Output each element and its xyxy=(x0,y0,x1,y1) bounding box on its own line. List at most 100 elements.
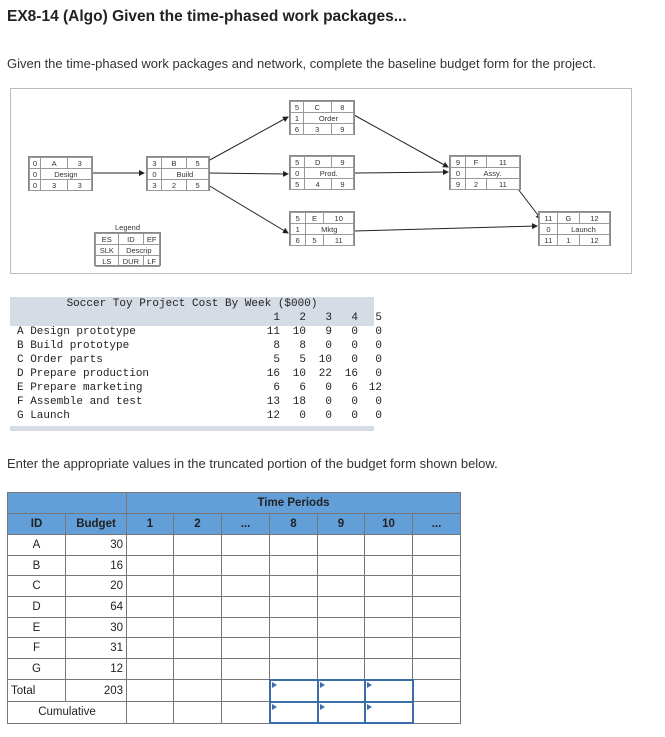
cumulative-row: Cumulative xyxy=(7,700,461,725)
legend-title: Legend xyxy=(114,223,141,232)
legend-ef: EF xyxy=(143,233,160,245)
period-cell xyxy=(173,596,222,618)
node-ef: 3 xyxy=(67,157,92,169)
node-es: 0 xyxy=(29,157,41,169)
node-id: G xyxy=(556,212,580,224)
node-dur: 2 xyxy=(160,179,188,191)
period-cell xyxy=(126,596,174,618)
row-id: E xyxy=(7,616,66,639)
cumulative-input-period-8[interactable] xyxy=(268,700,319,725)
node-es: 3 xyxy=(147,157,162,169)
arrow-b-d xyxy=(207,170,289,177)
activity-label: B Build prototype xyxy=(17,340,130,352)
legend-id: ID xyxy=(117,233,145,245)
budget-row: F 31 xyxy=(7,637,461,660)
week-header: 3 xyxy=(325,312,332,324)
cost-value: 5 xyxy=(273,354,280,366)
cost-row: C Order parts 5 5 10 0 0 xyxy=(10,354,382,368)
activity-label: A Design prototype xyxy=(17,326,136,338)
node-id: E xyxy=(304,212,325,224)
total-input-period-8[interactable] xyxy=(268,678,319,703)
node-dur: 5 xyxy=(304,234,325,246)
activity-label: E Prepare marketing xyxy=(17,382,143,394)
problem-text: Given the time-phased work packages and … xyxy=(7,56,596,71)
cost-value: 0 xyxy=(325,382,332,394)
period-cell xyxy=(173,701,222,724)
period-cell xyxy=(317,575,365,598)
node-ef: 12 xyxy=(578,212,611,224)
period-cell xyxy=(412,596,461,618)
cost-row: G Launch 12 0 0 0 0 xyxy=(10,410,382,424)
cumulative-input-period-9[interactable] xyxy=(316,700,366,725)
period-cell xyxy=(221,534,270,556)
cost-value: 0 xyxy=(325,410,332,422)
total-input-period-9[interactable] xyxy=(316,678,366,703)
network-arrows xyxy=(91,114,542,234)
total-input-period-10[interactable] xyxy=(363,678,414,703)
network-node-a: 0 A 3 0 Design 0 3 3 xyxy=(28,156,93,191)
node-lf: 5 xyxy=(186,179,209,191)
budget-row: E 30 xyxy=(7,616,461,639)
node-ls: 6 xyxy=(290,234,306,246)
row-budget: 16 xyxy=(65,554,127,577)
period-cell xyxy=(173,679,222,702)
period-cell xyxy=(173,534,222,556)
period-cell xyxy=(126,534,174,556)
node-ef: 8 xyxy=(330,101,355,113)
cumulative-input-period-10[interactable] xyxy=(363,700,414,725)
cost-row: A Design prototype 11 10 9 0 0 xyxy=(10,326,382,340)
legend-lf: LF xyxy=(143,255,160,267)
node-lf: 9 xyxy=(330,178,355,190)
node-desc: Assy. xyxy=(464,167,521,179)
week-header: 4 xyxy=(351,312,358,324)
node-desc: Design xyxy=(39,168,93,180)
node-es: 5 xyxy=(290,101,304,113)
node-id: B xyxy=(160,157,188,169)
node-es: 5 xyxy=(290,212,306,224)
cost-row: F Assemble and test 13 18 0 0 0 xyxy=(10,396,382,410)
cost-value: 11 xyxy=(266,326,280,338)
row-budget: 30 xyxy=(65,534,127,556)
node-dur: 2 xyxy=(464,178,487,190)
period-cell xyxy=(317,658,365,681)
cost-value: 12 xyxy=(368,382,382,394)
period-cell xyxy=(269,637,318,660)
cost-value: 16 xyxy=(344,368,358,380)
period-cell xyxy=(221,701,270,724)
period-header: 1 xyxy=(126,513,174,535)
legend-ls: LS xyxy=(95,255,119,267)
legend-desc: Descrip xyxy=(117,244,161,256)
arrow-b-e xyxy=(207,184,289,234)
cost-value: 8 xyxy=(299,340,306,352)
period-cell xyxy=(412,575,461,598)
node-lf: 11 xyxy=(485,178,521,190)
period-header: 8 xyxy=(269,513,318,535)
period-cell xyxy=(412,534,461,556)
period-cell xyxy=(364,637,413,660)
cost-value: 6 xyxy=(351,382,358,394)
row-budget: 12 xyxy=(65,658,127,681)
period-cell xyxy=(317,616,365,639)
cost-value: 0 xyxy=(375,326,382,338)
activity-label: D Prepare production xyxy=(17,368,150,380)
legend: Legend ES ID EF SLK Descrip LS DUR LF xyxy=(94,223,161,267)
week-header: 1 xyxy=(273,312,280,324)
node-ef: 5 xyxy=(186,157,209,169)
period-cell xyxy=(364,616,413,639)
cost-value: 0 xyxy=(375,368,382,380)
cost-row: B Build prototype 8 8 0 0 0 xyxy=(10,340,382,354)
cost-value: 0 xyxy=(351,340,358,352)
period-cell xyxy=(364,554,413,577)
node-lf: 12 xyxy=(578,234,611,246)
cost-value: 6 xyxy=(273,382,280,394)
cost-value: 0 xyxy=(325,340,332,352)
period-cell xyxy=(173,575,222,598)
period-header: ... xyxy=(221,513,270,535)
network-node-b: 3 B 5 0 Build 3 2 5 xyxy=(146,156,210,191)
cost-value: 6 xyxy=(299,382,306,394)
period-cell xyxy=(269,596,318,618)
period-cell xyxy=(412,701,461,724)
id-header: ID xyxy=(7,513,66,535)
network-node-c: 5 C 8 1 Order 6 3 9 xyxy=(289,100,355,135)
cost-value: 0 xyxy=(375,354,382,366)
